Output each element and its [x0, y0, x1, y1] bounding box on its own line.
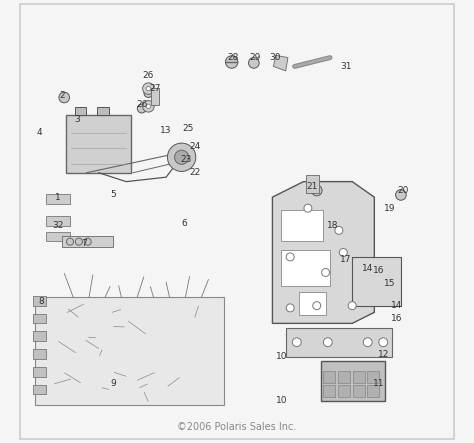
Circle shape — [363, 338, 372, 346]
Bar — [151, 88, 159, 105]
Text: 24: 24 — [189, 142, 201, 151]
Text: 26: 26 — [143, 71, 154, 80]
Circle shape — [137, 104, 146, 113]
Circle shape — [286, 304, 294, 312]
Bar — [46, 232, 70, 241]
Text: 23: 23 — [181, 155, 192, 164]
Circle shape — [323, 338, 332, 346]
Text: 18: 18 — [327, 222, 338, 230]
Bar — [323, 371, 335, 383]
Bar — [281, 250, 330, 286]
Text: 14: 14 — [391, 301, 402, 310]
Text: 17: 17 — [340, 255, 351, 264]
Bar — [98, 107, 109, 115]
Text: 25: 25 — [182, 124, 194, 133]
Circle shape — [335, 226, 343, 234]
Bar — [75, 107, 86, 115]
Text: 10: 10 — [275, 396, 287, 405]
Bar — [323, 385, 335, 397]
Circle shape — [304, 204, 312, 212]
Circle shape — [396, 190, 406, 200]
Circle shape — [348, 302, 356, 310]
Text: 8: 8 — [38, 297, 44, 306]
Text: 2: 2 — [59, 91, 65, 100]
Text: 27: 27 — [149, 84, 161, 93]
Bar — [306, 175, 319, 193]
Text: 11: 11 — [373, 379, 384, 388]
Text: 6: 6 — [181, 219, 187, 228]
Bar — [62, 236, 113, 247]
Circle shape — [248, 58, 259, 68]
Circle shape — [59, 92, 70, 103]
Bar — [36, 297, 224, 405]
Polygon shape — [273, 182, 374, 323]
Circle shape — [75, 238, 82, 245]
Bar — [281, 210, 323, 241]
Text: 1: 1 — [55, 193, 61, 202]
Text: ©2006 Polaris Sales Inc.: ©2006 Polaris Sales Inc. — [177, 423, 297, 432]
Bar — [367, 385, 379, 397]
Bar — [321, 361, 385, 401]
Bar — [66, 115, 131, 173]
Bar — [33, 385, 46, 394]
Text: 32: 32 — [52, 222, 63, 230]
Circle shape — [146, 86, 151, 91]
Bar — [46, 194, 70, 204]
Circle shape — [311, 185, 322, 196]
Text: 19: 19 — [384, 204, 396, 213]
Circle shape — [143, 101, 154, 112]
Circle shape — [84, 238, 91, 245]
Bar — [286, 328, 392, 357]
Text: 29: 29 — [249, 53, 260, 62]
Circle shape — [167, 143, 196, 171]
Text: 14: 14 — [362, 264, 374, 272]
Text: 26: 26 — [136, 100, 147, 109]
Bar — [338, 385, 350, 397]
Text: 7: 7 — [81, 239, 87, 248]
Text: 16: 16 — [391, 315, 402, 323]
Bar — [33, 331, 46, 341]
Text: 15: 15 — [384, 279, 396, 288]
Text: 22: 22 — [189, 168, 201, 177]
Text: 9: 9 — [110, 379, 116, 388]
Text: 28: 28 — [227, 53, 238, 62]
Text: 30: 30 — [269, 53, 281, 62]
Circle shape — [286, 253, 294, 261]
Circle shape — [313, 302, 321, 310]
Circle shape — [144, 89, 153, 97]
Bar — [352, 257, 401, 306]
Bar — [46, 216, 70, 226]
Polygon shape — [273, 55, 288, 71]
Bar — [33, 296, 46, 306]
Bar — [33, 314, 46, 323]
Circle shape — [143, 83, 154, 94]
Circle shape — [339, 249, 347, 256]
Text: 4: 4 — [37, 128, 43, 137]
Text: 3: 3 — [74, 115, 81, 124]
Text: 12: 12 — [377, 350, 389, 359]
Bar — [353, 371, 365, 383]
Bar — [299, 292, 326, 315]
Text: 13: 13 — [160, 126, 172, 135]
Text: 21: 21 — [307, 182, 318, 190]
Text: 20: 20 — [397, 186, 409, 195]
Bar — [33, 367, 46, 377]
Text: 16: 16 — [373, 266, 384, 275]
Text: 31: 31 — [340, 62, 351, 71]
Circle shape — [66, 238, 73, 245]
Circle shape — [174, 150, 189, 164]
Bar — [33, 349, 46, 359]
Circle shape — [146, 104, 151, 109]
Bar — [353, 385, 365, 397]
Circle shape — [226, 56, 238, 68]
Text: 5: 5 — [110, 190, 116, 199]
Circle shape — [292, 338, 301, 346]
Bar — [338, 371, 350, 383]
Circle shape — [322, 268, 329, 276]
Bar — [367, 371, 379, 383]
Circle shape — [379, 338, 388, 346]
Text: 10: 10 — [275, 352, 287, 361]
